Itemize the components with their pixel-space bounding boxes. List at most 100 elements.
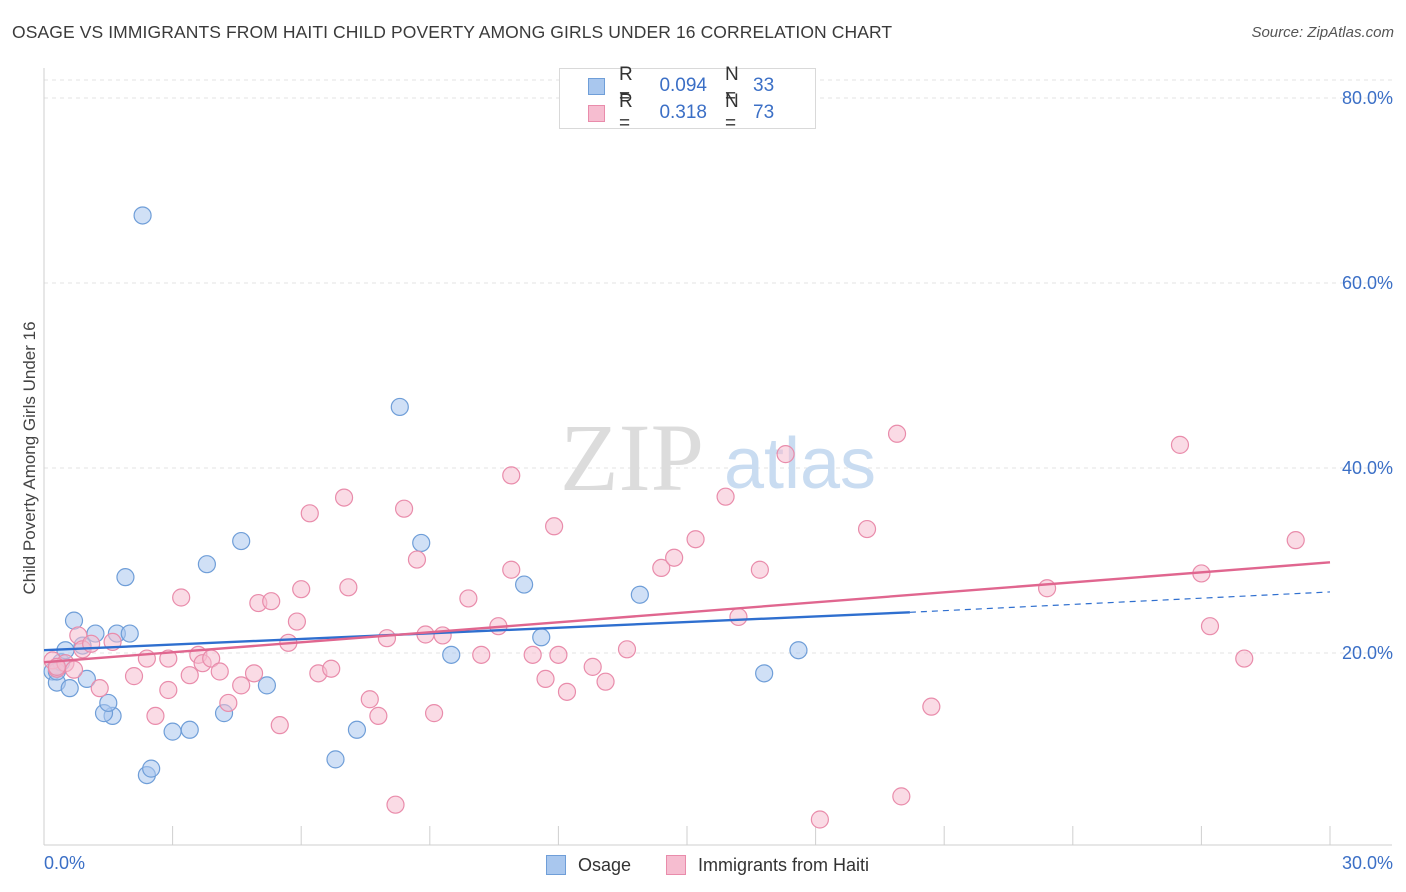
legend-swatch-osage	[588, 77, 605, 95]
data-points	[43, 206, 1305, 829]
point-haiti	[502, 466, 521, 485]
point-osage	[197, 555, 216, 574]
point-osage	[77, 669, 96, 689]
point-haiti	[750, 560, 769, 579]
point-haiti	[502, 560, 521, 579]
legend-row-haiti: R = 0.318 N = 73	[560, 91, 775, 134]
point-haiti	[1200, 617, 1220, 636]
point-osage	[515, 575, 534, 594]
trend-line-osage	[43, 611, 910, 652]
point-haiti	[857, 519, 877, 539]
watermark: ZIP atlas	[560, 404, 876, 511]
chart-title: OSAGE VS IMMIGRANTS FROM HAITI CHILD POV…	[12, 22, 893, 42]
point-osage	[326, 750, 345, 769]
legend-label-haiti: Immigrants from Haiti	[698, 854, 870, 875]
tick-labels: 20.0% 40.0% 60.0% 80.0% 0.0% 30.0%	[44, 88, 1393, 873]
point-haiti	[810, 810, 829, 829]
point-haiti	[729, 607, 748, 627]
point-haiti	[394, 499, 414, 518]
point-haiti	[90, 679, 109, 698]
trend-line-osage-extension	[909, 591, 1331, 613]
point-haiti	[583, 657, 602, 676]
point-haiti	[523, 645, 542, 664]
point-haiti	[386, 795, 405, 814]
point-osage	[163, 722, 182, 741]
point-osage	[412, 533, 431, 553]
point-haiti	[292, 580, 311, 599]
point-haiti	[1037, 579, 1057, 598]
legend-item-haiti[interactable]: Immigrants from Haiti	[666, 852, 869, 878]
point-haiti	[219, 693, 238, 713]
y-tick-label: 40.0%	[1342, 458, 1393, 478]
point-haiti	[459, 589, 478, 608]
legend-row-osage: R = 0.094 N = 33	[560, 64, 775, 107]
legend-item-osage[interactable]: Osage	[546, 852, 631, 878]
trend-line-haiti	[43, 561, 1331, 664]
source-label: Source: ZipAtlas.com	[1251, 24, 1394, 41]
legend-r-label: R =	[619, 64, 633, 107]
point-haiti	[82, 634, 101, 653]
point-haiti	[887, 424, 907, 443]
legend-n-label: N =	[725, 64, 739, 107]
point-osage	[116, 568, 135, 587]
point-haiti	[210, 662, 229, 681]
gridlines	[44, 79, 1392, 654]
legend-r-value: 0.094	[659, 75, 707, 96]
point-osage	[257, 676, 277, 695]
point-haiti	[424, 704, 444, 723]
point-osage	[133, 206, 152, 225]
point-haiti	[1170, 435, 1190, 454]
point-osage	[789, 641, 808, 660]
watermark-atlas: atlas	[724, 424, 876, 504]
point-osage	[120, 624, 139, 643]
point-haiti	[322, 659, 341, 678]
legend-n-value: 73	[753, 102, 775, 123]
legend-swatch-haiti	[666, 855, 686, 875]
point-haiti	[1235, 649, 1254, 668]
point-haiti	[922, 697, 941, 716]
point-osage	[180, 720, 199, 739]
legend-n-value: 33	[753, 75, 775, 96]
point-haiti	[407, 550, 427, 569]
legend-swatch-haiti	[588, 104, 605, 122]
point-osage	[630, 585, 649, 604]
point-haiti	[472, 645, 491, 664]
point-osage	[442, 645, 461, 664]
point-haiti	[159, 680, 178, 700]
point-haiti	[64, 660, 84, 679]
point-haiti	[665, 548, 684, 567]
legend-label-osage: Osage	[578, 854, 632, 875]
point-haiti	[536, 669, 555, 689]
y-tick-label: 60.0%	[1342, 273, 1393, 293]
point-osage	[99, 693, 118, 713]
point-haiti	[596, 672, 615, 691]
legend-swatch-osage	[546, 855, 566, 875]
point-haiti	[892, 787, 911, 806]
point-haiti	[334, 488, 354, 507]
watermark-zip: ZIP	[560, 404, 704, 511]
axes	[43, 68, 1392, 846]
point-osage	[232, 531, 251, 551]
point-osage	[60, 679, 79, 698]
point-haiti	[716, 487, 735, 506]
point-haiti	[1286, 531, 1305, 550]
point-osage	[755, 664, 774, 683]
point-haiti	[244, 664, 264, 683]
point-haiti	[172, 588, 191, 607]
point-haiti	[262, 592, 281, 611]
stats-legend: R = 0.094 N = 33 R = 0.318 N = 73	[559, 64, 816, 134]
point-osage	[390, 397, 409, 417]
x-tick-label-end: 30.0%	[1342, 853, 1393, 873]
point-haiti	[545, 517, 564, 536]
point-haiti	[270, 716, 289, 735]
point-haiti	[232, 676, 251, 695]
point-haiti	[686, 530, 705, 549]
point-haiti	[549, 645, 568, 664]
point-haiti	[124, 667, 144, 686]
point-haiti	[339, 578, 358, 597]
point-haiti	[433, 626, 452, 645]
point-osage	[532, 628, 551, 647]
point-haiti	[377, 629, 397, 648]
point-haiti	[557, 682, 577, 701]
